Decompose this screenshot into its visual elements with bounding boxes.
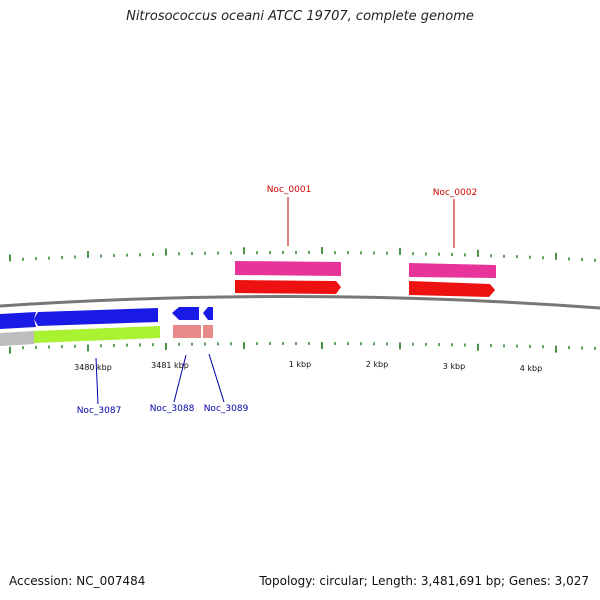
tick-label-3480-kbp: 3480 kbp: [74, 363, 112, 372]
cds-noc-3089-blue[interactable]: [203, 307, 213, 320]
gene-noc-3089-salmon[interactable]: [203, 325, 213, 338]
cds-noc-3087b-blue[interactable]: [34, 308, 158, 326]
accession-text: Accession: NC_007484: [9, 574, 146, 588]
leader-noc-3089: [208, 353, 225, 403]
gray-track-segment: [0, 331, 34, 346]
lower-tick-track: [9, 342, 596, 354]
gene-noc-0001-pink[interactable]: [235, 261, 341, 276]
gene-noc-3087-green[interactable]: [34, 326, 160, 343]
cds-noc-3088-blue[interactable]: [172, 307, 199, 320]
label-noc-3087[interactable]: Noc_3087: [77, 406, 122, 416]
map-title: Nitrosococcus oceani ATCC 19707, complet…: [126, 9, 474, 24]
label-noc-3088[interactable]: Noc_3088: [150, 404, 195, 414]
tick-label-3481-kbp: 3481 kbp: [151, 361, 189, 370]
leader-lines: [95, 197, 455, 405]
reverse-features: [0, 307, 213, 346]
upper-tick-track: [9, 247, 596, 262]
tick-label-2-kbp: 2 kbp: [366, 360, 388, 369]
tick-label-1-kbp: 1 kbp: [289, 360, 311, 369]
gene-noc-0002-pink[interactable]: [409, 263, 496, 278]
gene-noc-3088-salmon[interactable]: [173, 325, 201, 338]
cds-noc-0001-red[interactable]: [235, 280, 341, 294]
genome-summary-text: Topology: circular; Length: 3,481,691 bp…: [259, 574, 589, 588]
cds-noc-3087-blue[interactable]: [0, 312, 36, 329]
tick-label-4-kbp: 4 kbp: [520, 364, 542, 373]
cds-noc-0002-red[interactable]: [409, 281, 495, 297]
label-noc-0002[interactable]: Noc_0002: [433, 188, 478, 198]
tick-label-3-kbp: 3 kbp: [443, 362, 465, 371]
label-noc-3089[interactable]: Noc_3089: [204, 404, 249, 414]
forward-features: [235, 261, 496, 297]
label-noc-0001[interactable]: Noc_0001: [267, 185, 312, 195]
leader-noc-3087: [95, 357, 99, 405]
genome-backbone: [0, 294, 600, 310]
leader-noc-3088: [173, 354, 187, 403]
